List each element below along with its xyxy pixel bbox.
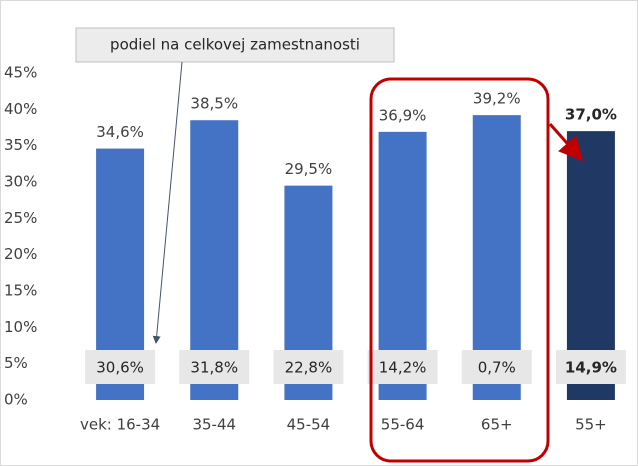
- inner-label: 14,2%: [379, 359, 427, 377]
- value-label: 38,5%: [190, 95, 238, 113]
- y-tick-label: 40%: [4, 100, 37, 118]
- y-tick-label: 25%: [4, 209, 37, 227]
- bars: 0% 5% 10% 15% 20% 25% 30% 35% 40% 45% vek: 16-34 34…: [4, 64, 626, 434]
- inner-label: 22,8%: [285, 359, 333, 377]
- y-tick-label: 5%: [4, 354, 28, 372]
- y-tick-label: 35%: [4, 136, 37, 154]
- inner-label-box: [461, 350, 532, 384]
- y-tick-label: 20%: [4, 245, 37, 263]
- y-tick-label: 10%: [4, 318, 37, 336]
- highlight-box: [369, 77, 550, 463]
- x-tick-label: vek: 16-34: [80, 416, 160, 434]
- annotation: podiel na celkovej zamestnanosti: [110, 36, 360, 54]
- value-label: 36,9%: [379, 106, 427, 124]
- x-tick-label: 35-44: [192, 416, 236, 434]
- inner-label-box: [179, 350, 250, 384]
- value-label: 37,0%: [565, 106, 617, 124]
- value-label: 34,6%: [96, 123, 144, 141]
- inner-label: 30,6%: [96, 359, 144, 377]
- y-tick-label: 45%: [4, 64, 37, 82]
- x-tick-label: 45-54: [287, 416, 331, 434]
- inner-label: 0,7%: [478, 359, 516, 377]
- highlight-arrow: [548, 123, 583, 162]
- y-tick-label: 0%: [4, 391, 28, 409]
- x-tick-label: 65+: [481, 416, 513, 434]
- y-tick-label: 15%: [4, 282, 37, 300]
- annotation-box: [75, 27, 395, 63]
- inner-label: 31,8%: [190, 359, 238, 377]
- inner-label-box: [273, 350, 344, 384]
- annotation-arrow: [152, 61, 183, 344]
- inner-label-box: [367, 350, 438, 384]
- value-label: 39,2%: [473, 90, 521, 108]
- value-label: 29,5%: [285, 160, 333, 178]
- y-tick-label: 30%: [4, 173, 37, 191]
- inner-label-box: [555, 350, 626, 384]
- inner-label-box: [85, 350, 156, 384]
- x-tick-label: 55+: [575, 416, 607, 434]
- x-tick-label: 55-64: [381, 416, 425, 434]
- inner-label: 14,9%: [565, 359, 617, 377]
